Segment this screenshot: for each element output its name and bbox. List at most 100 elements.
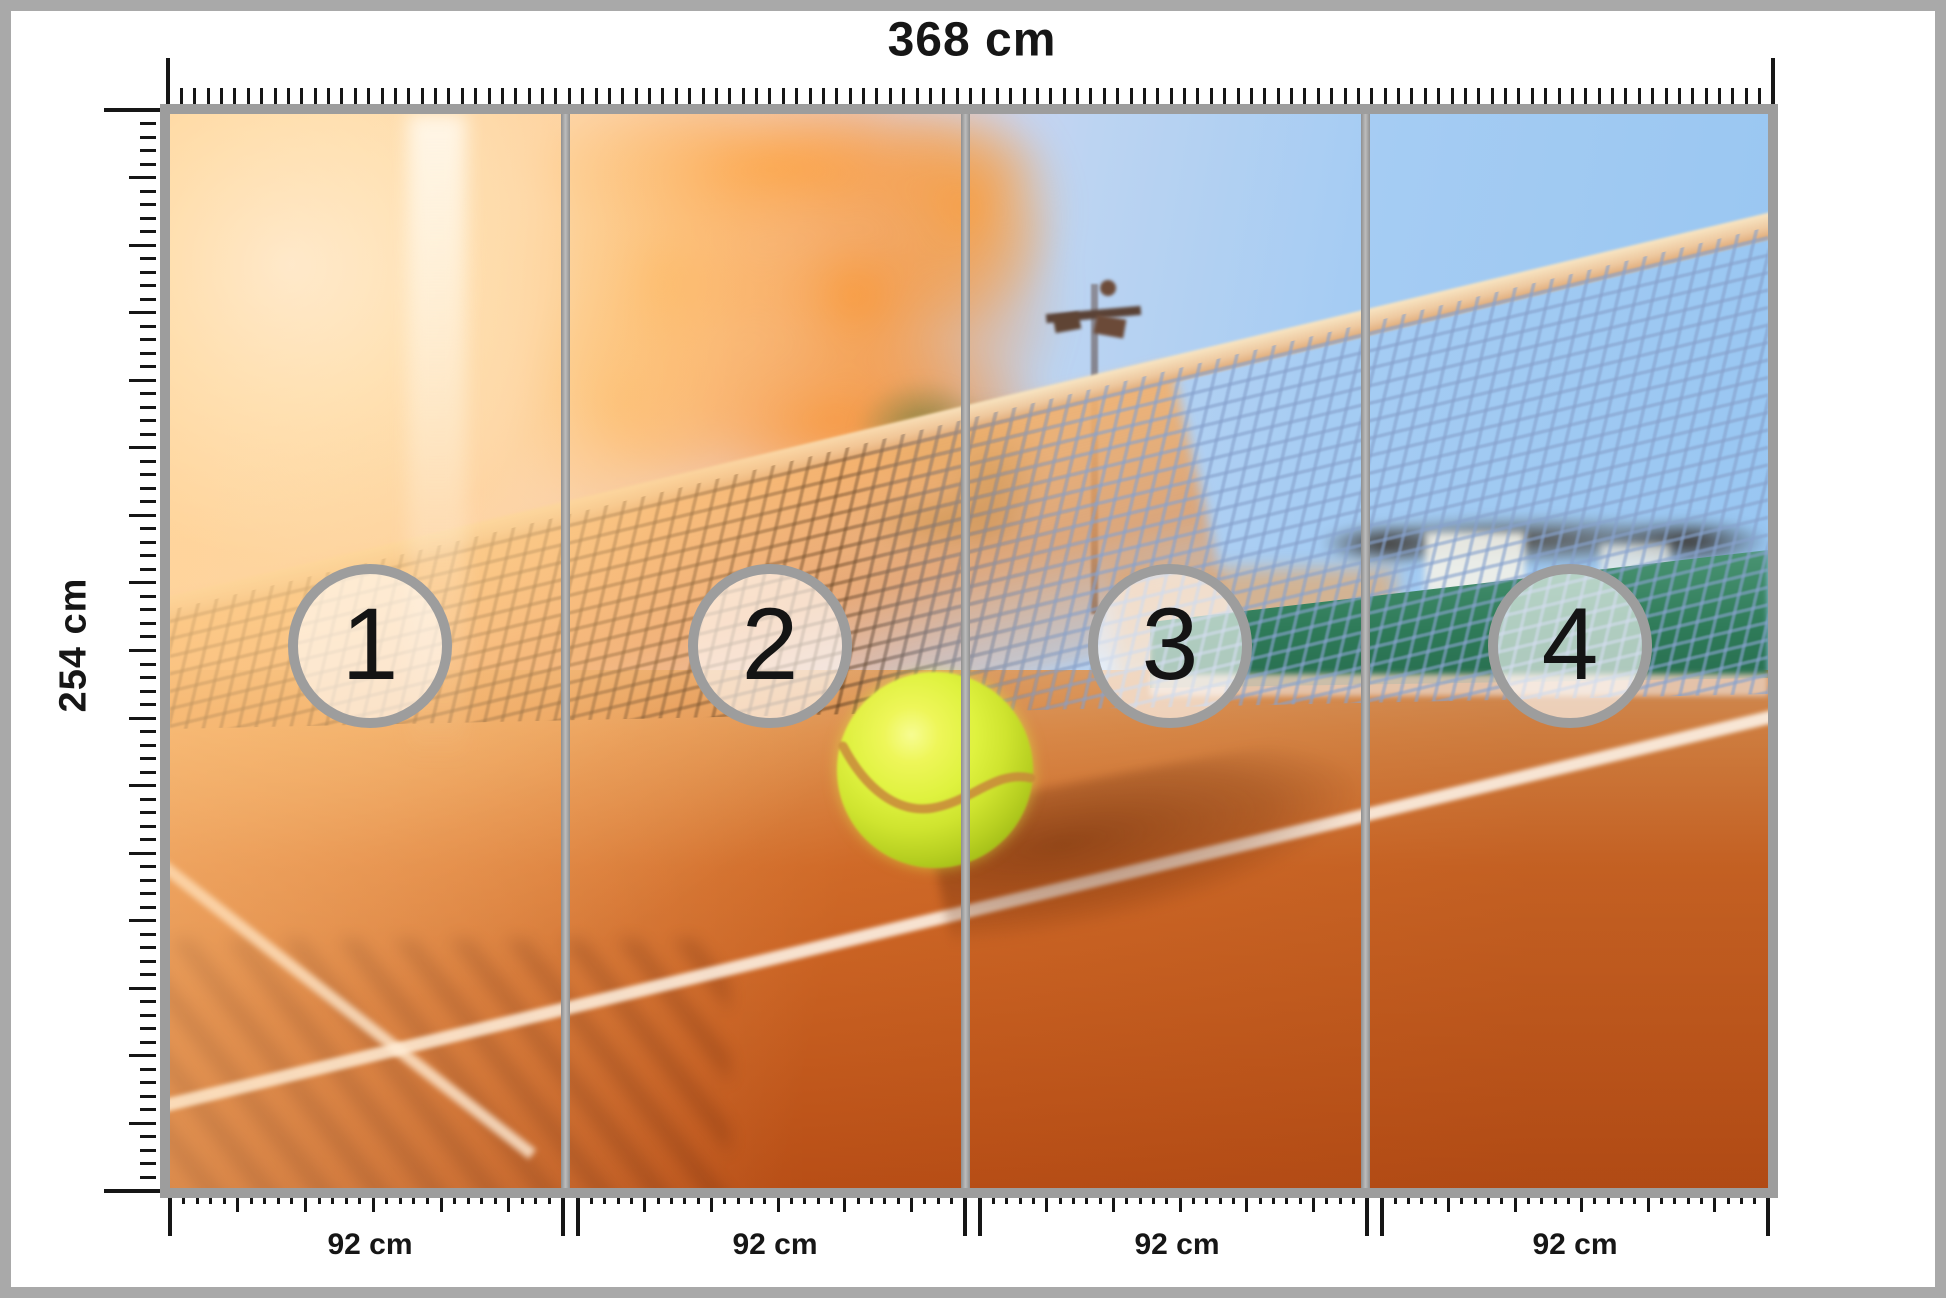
ruler-tick bbox=[1530, 88, 1534, 105]
ruler-tick bbox=[728, 88, 732, 105]
ruler-tick bbox=[129, 1121, 156, 1125]
ruler-tick bbox=[353, 88, 357, 105]
panel-width-label: 92 cm bbox=[1532, 1228, 1618, 1261]
ruler-tick bbox=[460, 88, 464, 105]
ruler-tick bbox=[140, 122, 156, 125]
bottom-ruler: 92 cm 92 cm 92 cm 92 cm bbox=[168, 1188, 1776, 1280]
ruler-tick bbox=[1356, 88, 1360, 105]
ruler-tick bbox=[1316, 88, 1320, 105]
ruler-tick bbox=[140, 946, 156, 950]
ruler-tick bbox=[955, 88, 959, 105]
ruler-tick bbox=[1089, 88, 1093, 105]
ruler-tick bbox=[1771, 58, 1775, 128]
ruler-tick bbox=[1584, 88, 1588, 105]
ruler-tick bbox=[140, 1027, 156, 1031]
ruler-tick bbox=[1624, 88, 1628, 105]
ruler-tick bbox=[621, 88, 625, 105]
ruler-tick bbox=[942, 88, 946, 105]
ruler-tick bbox=[1330, 88, 1334, 105]
ruler-tick bbox=[140, 743, 156, 747]
ruler-tick bbox=[140, 973, 156, 977]
ruler-tick bbox=[862, 88, 865, 105]
ruler-tick bbox=[140, 554, 156, 558]
ruler-tick bbox=[1183, 88, 1186, 105]
panel-number-badge: 2 bbox=[688, 564, 852, 728]
ruler-tick bbox=[701, 88, 705, 114]
ruler-tick bbox=[808, 88, 812, 105]
ruler-tick bbox=[1035, 88, 1039, 114]
ruler-tick bbox=[140, 797, 156, 801]
ruler-tick bbox=[795, 88, 799, 105]
ruler-tick bbox=[140, 149, 156, 153]
ruler-tick bbox=[1597, 88, 1601, 105]
ruler-tick bbox=[236, 1188, 240, 1212]
ruler-tick bbox=[1718, 88, 1721, 105]
ruler-tick bbox=[1223, 88, 1227, 105]
panel-width-label: 92 cm bbox=[327, 1228, 413, 1261]
ruler-tick bbox=[140, 824, 156, 828]
ruler-tick bbox=[1544, 88, 1548, 105]
ruler-tick bbox=[327, 88, 330, 105]
ruler-tick bbox=[1664, 88, 1668, 105]
ruler-tick bbox=[1102, 88, 1106, 114]
ruler-tick bbox=[193, 88, 197, 105]
ruler-tick bbox=[1236, 88, 1240, 114]
ruler-tick bbox=[674, 88, 678, 105]
ruler-tick bbox=[1611, 88, 1614, 105]
ruler-tick bbox=[140, 203, 156, 207]
ruler-tick bbox=[393, 88, 397, 105]
ruler-tick bbox=[500, 88, 504, 114]
ruler-tick bbox=[561, 1188, 565, 1236]
ruler-tick bbox=[206, 88, 210, 105]
ruler-tick bbox=[1691, 88, 1695, 105]
panel-divider bbox=[1361, 114, 1370, 1188]
ruler-tick bbox=[140, 878, 156, 882]
ruler-tick bbox=[140, 297, 156, 301]
ruler-tick bbox=[1758, 88, 1762, 105]
ruler-tick bbox=[140, 473, 156, 477]
ruler-tick bbox=[1116, 88, 1120, 105]
ruler-tick bbox=[781, 88, 785, 105]
ruler-tick bbox=[1209, 88, 1213, 105]
ruler-tick bbox=[140, 459, 156, 463]
ruler-tick bbox=[313, 88, 317, 105]
ruler-tick bbox=[848, 88, 852, 105]
ruler-tick bbox=[581, 88, 585, 105]
ruler-tick bbox=[420, 88, 424, 105]
ruler-tick bbox=[140, 365, 156, 369]
ruler-tick bbox=[1513, 1188, 1517, 1212]
ruler-tick bbox=[1646, 1188, 1650, 1212]
ruler-tick bbox=[447, 88, 451, 105]
ruler-tick bbox=[260, 88, 264, 105]
ruler-tick bbox=[661, 88, 665, 105]
ruler-tick bbox=[246, 88, 250, 105]
ruler-tick bbox=[541, 88, 544, 105]
ruler-tick bbox=[140, 1148, 156, 1152]
ruler-tick bbox=[129, 243, 156, 247]
ruler-tick bbox=[1517, 88, 1521, 105]
ruler-tick bbox=[843, 1188, 847, 1212]
ruler-tick bbox=[1383, 88, 1387, 105]
ruler-tick bbox=[140, 270, 156, 274]
ruler-tick bbox=[514, 88, 518, 105]
ruler-tick bbox=[1263, 88, 1267, 105]
ruler-tick bbox=[140, 1040, 156, 1044]
ruler-tick bbox=[474, 88, 478, 105]
ruler-tick bbox=[140, 405, 156, 409]
ruler-tick bbox=[1076, 88, 1079, 105]
ruler-tick bbox=[129, 176, 156, 180]
ruler-tick bbox=[1156, 88, 1160, 105]
ruler-tick bbox=[1312, 1188, 1316, 1212]
ruler-tick bbox=[741, 88, 745, 105]
ruler-tick bbox=[714, 88, 718, 105]
ruler-tick bbox=[1129, 88, 1133, 105]
ruler-tick bbox=[129, 649, 156, 652]
panel-number: 1 bbox=[341, 587, 399, 701]
ruler-tick bbox=[140, 594, 156, 598]
ruler-tick bbox=[1704, 88, 1708, 114]
ruler-tick bbox=[140, 419, 156, 423]
ruler-tick bbox=[902, 88, 906, 114]
ruler-tick bbox=[129, 986, 156, 990]
ruler-tick bbox=[140, 432, 156, 436]
